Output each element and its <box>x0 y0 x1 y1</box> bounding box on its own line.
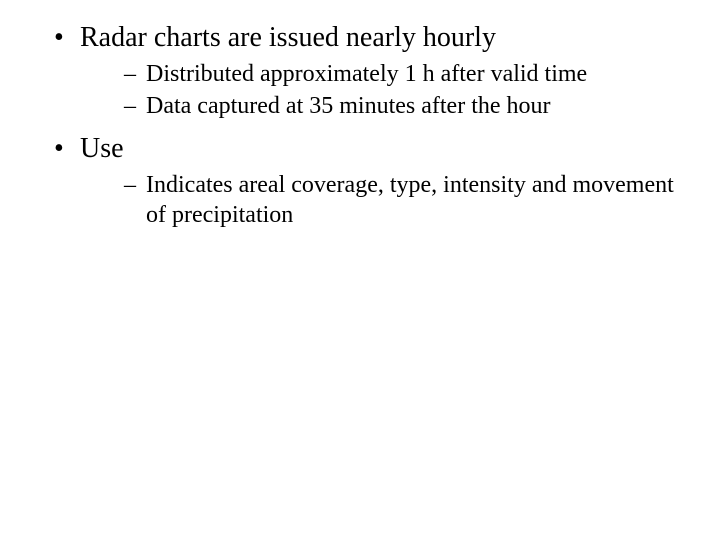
list-item: • Radar charts are issued nearly hourly … <box>40 20 680 121</box>
list-item: – Data captured at 35 minutes after the … <box>80 91 680 121</box>
dash-icon: – <box>124 91 136 121</box>
list-item: – Distributed approximately 1 h after va… <box>80 59 680 89</box>
dash-icon: – <box>124 59 136 89</box>
bullet-list-level1: • Radar charts are issued nearly hourly … <box>40 20 680 230</box>
list-item-text: Radar charts are issued nearly hourly <box>80 22 496 53</box>
list-item-text: Indicates areal coverage, type, intensit… <box>146 172 674 228</box>
slide-body: • Radar charts are issued nearly hourly … <box>0 0 720 540</box>
bullet-list-level2: – Indicates areal coverage, type, intens… <box>80 170 680 230</box>
bullet-list-level2: – Distributed approximately 1 h after va… <box>80 59 680 121</box>
list-item: – Indicates areal coverage, type, intens… <box>80 170 680 230</box>
list-item-text: Distributed approximately 1 h after vali… <box>146 61 587 87</box>
dash-icon: – <box>124 170 136 200</box>
list-item-text: Data captured at 35 minutes after the ho… <box>146 93 551 119</box>
list-item-text: Use <box>80 133 124 164</box>
bullet-icon: • <box>54 131 64 166</box>
list-item: • Use – Indicates areal coverage, type, … <box>40 131 680 230</box>
bullet-icon: • <box>54 20 64 55</box>
